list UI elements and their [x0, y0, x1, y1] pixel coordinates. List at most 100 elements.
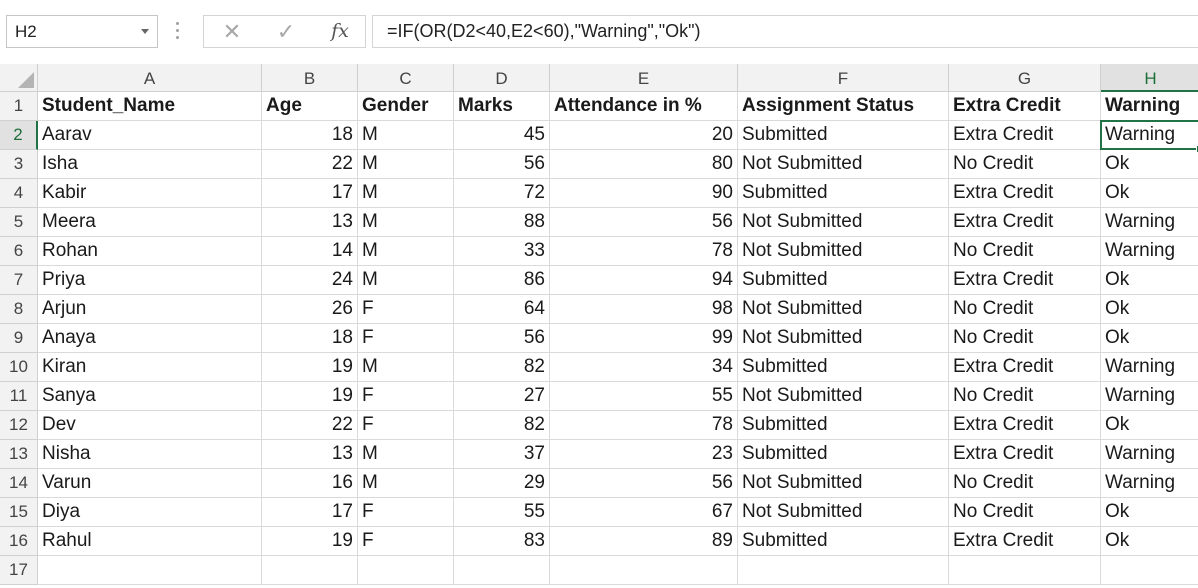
empty-cell[interactable]	[1101, 556, 1198, 585]
table-cell[interactable]: 22	[262, 411, 358, 440]
table-cell[interactable]: Sanya	[38, 382, 262, 411]
table-cell[interactable]: M	[358, 469, 454, 498]
column-header-d[interactable]: D	[454, 64, 550, 92]
table-cell[interactable]: 13	[262, 440, 358, 469]
table-cell[interactable]: 27	[454, 382, 550, 411]
header-cell[interactable]: Extra Credit	[949, 92, 1101, 121]
table-cell[interactable]: Warning	[1101, 469, 1198, 498]
table-cell[interactable]: 17	[262, 498, 358, 527]
table-cell[interactable]: 80	[550, 150, 738, 179]
empty-cell[interactable]	[358, 556, 454, 585]
row-header-13[interactable]: 13	[0, 440, 38, 469]
table-cell[interactable]: Warning	[1101, 121, 1198, 150]
table-cell[interactable]: M	[358, 266, 454, 295]
table-cell[interactable]: Rohan	[38, 237, 262, 266]
table-cell[interactable]: 94	[550, 266, 738, 295]
table-cell[interactable]: Extra Credit	[949, 266, 1101, 295]
header-cell[interactable]: Attendance in %	[550, 92, 738, 121]
insert-function-icon[interactable]: fx	[331, 20, 349, 42]
table-cell[interactable]: F	[358, 324, 454, 353]
table-cell[interactable]: 88	[454, 208, 550, 237]
header-cell[interactable]: Gender	[358, 92, 454, 121]
empty-cell[interactable]	[738, 556, 949, 585]
table-cell[interactable]: Submitted	[738, 411, 949, 440]
header-cell[interactable]: Age	[262, 92, 358, 121]
table-cell[interactable]: 19	[262, 353, 358, 382]
column-header-h[interactable]: H	[1101, 64, 1198, 92]
table-cell[interactable]: Diya	[38, 498, 262, 527]
table-cell[interactable]: Not Submitted	[738, 382, 949, 411]
row-header-16[interactable]: 16	[0, 527, 38, 556]
table-cell[interactable]: Ok	[1101, 179, 1198, 208]
table-cell[interactable]: Not Submitted	[738, 295, 949, 324]
row-header-6[interactable]: 6	[0, 237, 38, 266]
table-cell[interactable]: 78	[550, 237, 738, 266]
table-cell[interactable]: No Credit	[949, 237, 1101, 266]
row-header-17[interactable]: 17	[0, 556, 38, 585]
table-cell[interactable]: 34	[550, 353, 738, 382]
table-cell[interactable]: 22	[262, 150, 358, 179]
enter-icon[interactable]: ✓	[276, 19, 296, 44]
table-cell[interactable]: 90	[550, 179, 738, 208]
header-cell[interactable]: Student_Name	[38, 92, 262, 121]
table-cell[interactable]: No Credit	[949, 469, 1101, 498]
row-header-12[interactable]: 12	[0, 411, 38, 440]
column-header-f[interactable]: F	[738, 64, 949, 92]
table-cell[interactable]: Warning	[1101, 382, 1198, 411]
table-cell[interactable]: 99	[550, 324, 738, 353]
row-header-4[interactable]: 4	[0, 179, 38, 208]
table-cell[interactable]: Arjun	[38, 295, 262, 324]
header-cell[interactable]: Marks	[454, 92, 550, 121]
select-all-button[interactable]	[0, 64, 38, 92]
table-cell[interactable]: Not Submitted	[738, 237, 949, 266]
row-header-11[interactable]: 11	[0, 382, 38, 411]
table-cell[interactable]: Isha	[38, 150, 262, 179]
table-cell[interactable]: Priya	[38, 266, 262, 295]
table-cell[interactable]: 83	[454, 527, 550, 556]
table-cell[interactable]: Dev	[38, 411, 262, 440]
table-cell[interactable]: M	[358, 121, 454, 150]
empty-cell[interactable]	[454, 556, 550, 585]
table-cell[interactable]: F	[358, 382, 454, 411]
table-cell[interactable]: Warning	[1101, 353, 1198, 382]
table-cell[interactable]: 89	[550, 527, 738, 556]
table-cell[interactable]: Submitted	[738, 179, 949, 208]
row-header-14[interactable]: 14	[0, 469, 38, 498]
column-header-c[interactable]: C	[358, 64, 454, 92]
table-cell[interactable]: 18	[262, 324, 358, 353]
table-cell[interactable]: 78	[550, 411, 738, 440]
table-cell[interactable]: Not Submitted	[738, 208, 949, 237]
row-header-8[interactable]: 8	[0, 295, 38, 324]
column-header-a[interactable]: A	[38, 64, 262, 92]
table-cell[interactable]: Not Submitted	[738, 324, 949, 353]
table-cell[interactable]: 55	[550, 382, 738, 411]
table-cell[interactable]: Submitted	[738, 121, 949, 150]
row-header-1[interactable]: 1	[0, 92, 38, 121]
cancel-icon[interactable]: ✕	[222, 19, 242, 44]
header-cell[interactable]: Warning	[1101, 92, 1198, 121]
table-cell[interactable]: Varun	[38, 469, 262, 498]
row-header-2[interactable]: 2	[0, 121, 38, 150]
table-cell[interactable]: 24	[262, 266, 358, 295]
table-cell[interactable]: Submitted	[738, 440, 949, 469]
table-cell[interactable]: Extra Credit	[949, 179, 1101, 208]
table-cell[interactable]: 23	[550, 440, 738, 469]
row-header-15[interactable]: 15	[0, 498, 38, 527]
table-cell[interactable]: Submitted	[738, 527, 949, 556]
table-cell[interactable]: Ok	[1101, 324, 1198, 353]
table-cell[interactable]: Warning	[1101, 440, 1198, 469]
table-cell[interactable]: Kabir	[38, 179, 262, 208]
table-cell[interactable]: 56	[454, 324, 550, 353]
table-cell[interactable]: 86	[454, 266, 550, 295]
table-cell[interactable]: 33	[454, 237, 550, 266]
table-cell[interactable]: Nisha	[38, 440, 262, 469]
empty-cell[interactable]	[38, 556, 262, 585]
table-cell[interactable]: 19	[262, 382, 358, 411]
table-cell[interactable]: M	[358, 237, 454, 266]
table-cell[interactable]: Anaya	[38, 324, 262, 353]
table-cell[interactable]: M	[358, 179, 454, 208]
empty-cell[interactable]	[949, 556, 1101, 585]
name-box[interactable]: H2	[6, 15, 158, 48]
formula-input[interactable]: =IF(OR(D2<40,E2<60),"Warning","Ok")	[372, 15, 1198, 48]
row-header-10[interactable]: 10	[0, 353, 38, 382]
